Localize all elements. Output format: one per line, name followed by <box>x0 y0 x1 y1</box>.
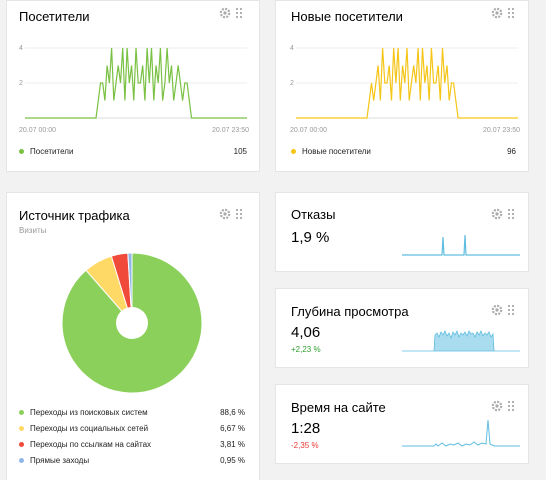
depth-title: Глубина просмотра <box>291 304 409 319</box>
drag-handle-icon[interactable] <box>507 7 515 19</box>
visitors-total-value: 105 <box>233 147 247 156</box>
new-visitors-total-value: 96 <box>507 147 516 156</box>
settings-gear-icon[interactable] <box>219 208 231 220</box>
bounce-title: Отказы <box>291 207 336 222</box>
visitors-series-line <box>25 47 247 119</box>
drag-handle-icon[interactable] <box>235 208 243 220</box>
x-tick-label: 20.07 00:00 <box>290 127 327 134</box>
traffic-title: Источник трафика <box>19 208 130 223</box>
settings-gear-icon[interactable] <box>491 304 503 316</box>
y-tick-label: 4 <box>19 45 23 52</box>
time-delta: -2,35 % <box>291 441 319 450</box>
new-visitors-series-line <box>296 47 518 119</box>
y-tick-label: 2 <box>19 80 23 87</box>
page-depth-widget: Глубина просмотра 4,06 +2,23 % <box>275 288 529 368</box>
traffic-subtitle: Визиты <box>19 226 47 235</box>
new-visitors-legend-dot <box>291 149 296 154</box>
depth-sparkline <box>402 329 520 352</box>
traffic-pie-svg <box>61 252 203 394</box>
drag-handle-icon[interactable] <box>507 208 515 220</box>
legend-label-direct: Прямые заходы <box>30 456 90 465</box>
time-value: 1:28 <box>291 420 321 437</box>
x-tick-label: 20.07 23:50 <box>212 127 249 134</box>
visitors-chart-svg: 4 2 20.07 00:00 20.07 23:50 <box>19 45 249 134</box>
legend-dot-direct <box>19 458 24 463</box>
legend-label-links: Переходы по ссылкам на сайтах <box>30 440 152 449</box>
new-visitors-legend-label: Новые посетители <box>302 147 371 156</box>
new-visitors-chart-svg: 4 2 20.07 00:00 20.07 23:50 <box>290 45 520 134</box>
y-tick-label: 4 <box>290 45 294 52</box>
drag-handle-icon[interactable] <box>507 400 515 412</box>
traffic-source-widget: Источник трафика Визиты Переходы из поис… <box>6 192 260 480</box>
depth-value: 4,06 <box>291 324 321 341</box>
visitors-title: Посетители <box>19 9 90 24</box>
bounce-rate-widget: Отказы 1,9 % <box>275 192 529 272</box>
time-title: Время на сайте <box>291 400 386 415</box>
visitors-legend-dot <box>19 149 24 154</box>
new-visitors-title: Новые посетители <box>291 9 403 24</box>
new-visitors-widget: Новые посетители 4 2 20.07 00:00 20.07 2… <box>275 0 529 172</box>
settings-gear-icon[interactable] <box>219 7 231 19</box>
legend-value-links: 3,81 % <box>220 440 245 449</box>
pie-center-hole <box>116 307 148 339</box>
x-tick-label: 20.07 00:00 <box>19 127 56 134</box>
drag-handle-icon[interactable] <box>507 304 515 316</box>
legend-value-search: 88,6 % <box>220 408 245 417</box>
bounce-sparkline <box>402 234 520 256</box>
visitors-legend-label: Посетители <box>30 147 74 156</box>
settings-gear-icon[interactable] <box>491 208 503 220</box>
time-on-site-widget: Время на сайте 1:28 -2,35 % <box>275 384 529 464</box>
drag-handle-icon[interactable] <box>235 7 243 19</box>
depth-delta: +2,23 % <box>291 345 321 354</box>
legend-value-social: 6,67 % <box>220 424 245 433</box>
settings-gear-icon[interactable] <box>491 7 503 19</box>
bounce-value: 1,9 % <box>291 229 330 246</box>
legend-dot-search <box>19 410 24 415</box>
traffic-pie-chart <box>60 251 204 400</box>
legend-value-direct: 0,95 % <box>220 456 245 465</box>
legend-label-search: Переходы из поисковых систем <box>30 408 148 417</box>
x-tick-label: 20.07 23:50 <box>483 127 520 134</box>
y-tick-label: 2 <box>290 80 294 87</box>
settings-gear-icon[interactable] <box>491 400 503 412</box>
visitors-widget: Посетители 4 2 20.07 00:00 20.07 23:50 П… <box>6 0 260 172</box>
legend-dot-links <box>19 442 24 447</box>
visitors-line-chart: 4 2 20.07 00:00 20.07 23:50 <box>17 39 251 139</box>
legend-label-social: Переходы из социальных сетей <box>30 424 149 433</box>
time-sparkline <box>402 419 520 447</box>
legend-dot-social <box>19 426 24 431</box>
new-visitors-line-chart: 4 2 20.07 00:00 20.07 23:50 <box>288 39 522 139</box>
